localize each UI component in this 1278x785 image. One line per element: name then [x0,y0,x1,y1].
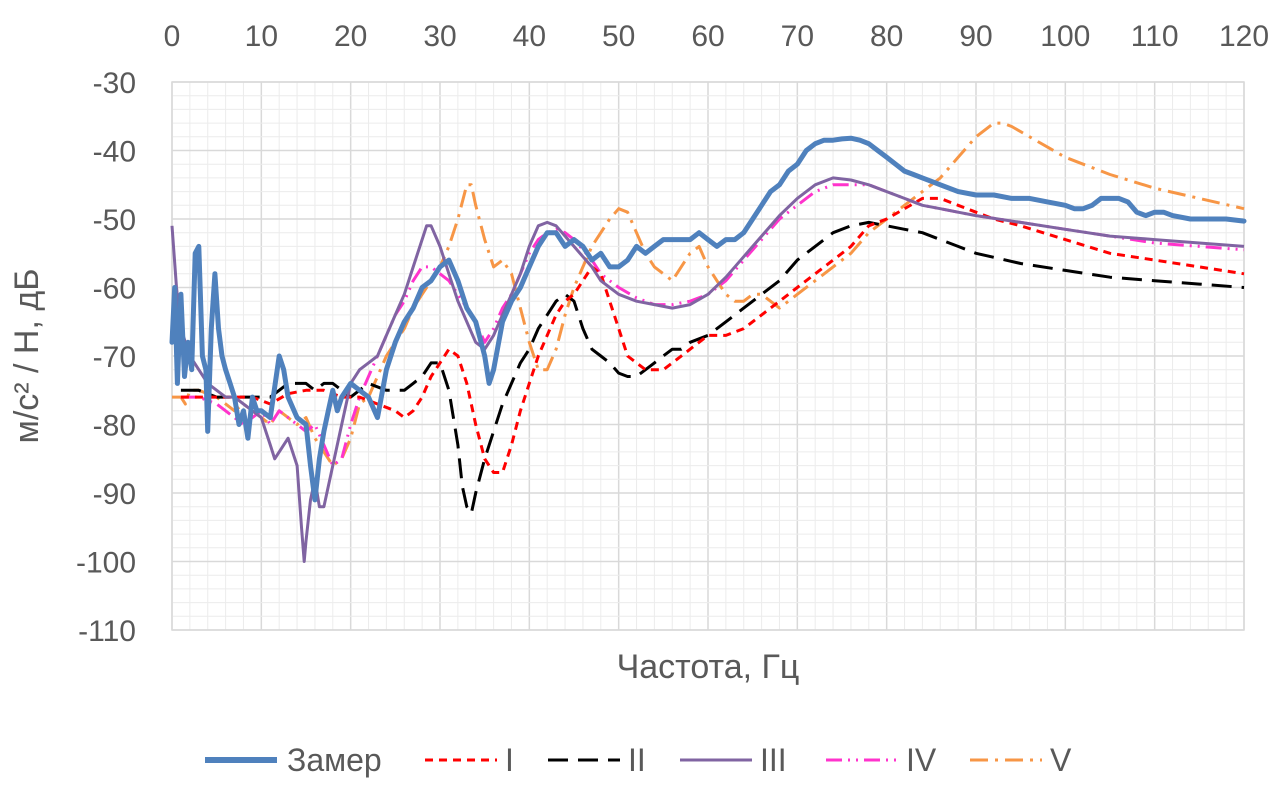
y-tick-label: -90 [93,478,136,511]
legend-label: IV [906,742,937,778]
y-tick-label: -70 [93,341,136,374]
x-tick-label: 70 [781,20,814,53]
x-tick-label: 60 [691,20,724,53]
x-tick-label: 110 [1131,20,1179,53]
y-tick-labels: -30 -40 -50 -60 -70 -80 -90 -100 -110 [76,67,136,648]
x-tick-label: 20 [334,20,367,53]
series-layer [169,121,1247,563]
x-tick-label: 50 [602,20,635,53]
series-line-i [180,196,1245,474]
x-axis-title: Частота, Гц [617,648,800,686]
legend-label: I [505,742,514,778]
x-tick-label: 120 [1219,20,1269,53]
y-tick-label: -110 [78,615,136,648]
x-tick-label: 30 [423,20,456,53]
series-line-zamer [169,135,1247,503]
legend-label: Замер [287,742,382,778]
x-tick-label: 100 [1040,20,1090,53]
series-line-iv [180,183,1245,468]
x-tick-label: 40 [513,20,546,53]
y-axis-title: м/с² / Н, дБ [8,268,46,443]
legend-label: II [628,742,646,778]
legend: Замер I II III IV V [205,742,1072,778]
x-tick-label: 80 [870,20,903,53]
plot-grid [171,81,1245,631]
y-tick-label: -60 [93,273,136,306]
series-line-v [172,121,1245,468]
series-line-ii [180,220,1245,515]
legend-label: III [760,742,787,778]
plot-area-border [171,81,1245,631]
y-tick-label: -50 [93,204,136,237]
y-tick-label: -80 [93,410,136,443]
y-tick-label: -30 [93,67,136,100]
x-tick-label: 90 [959,20,992,53]
x-tick-label: 10 [245,20,278,53]
y-tick-label: -100 [76,547,136,580]
x-tick-labels: 0 10 20 30 40 50 60 70 80 90 100 110 120 [164,20,1269,53]
y-tick-label: -40 [93,136,136,169]
x-tick-label: 0 [164,20,181,53]
legend-label: V [1050,742,1072,778]
